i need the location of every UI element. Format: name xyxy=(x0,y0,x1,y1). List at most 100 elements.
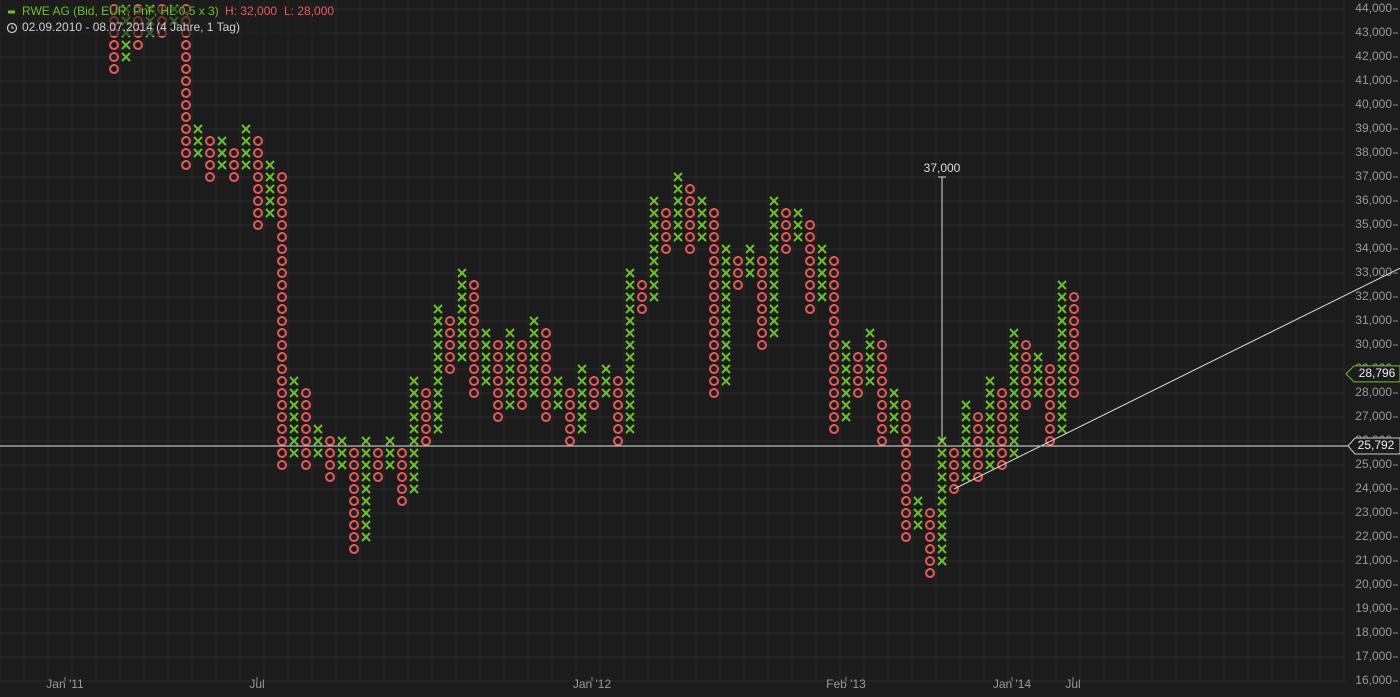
x-box xyxy=(721,244,731,254)
x-box xyxy=(721,316,731,326)
x-box xyxy=(769,328,779,338)
o-box xyxy=(757,304,767,314)
y-tick-label: 40,000 xyxy=(1355,97,1392,111)
o-box xyxy=(277,184,287,194)
x-box xyxy=(721,340,731,350)
o-box xyxy=(493,388,503,398)
o-box xyxy=(805,292,815,302)
x-box xyxy=(625,316,635,326)
x-box xyxy=(241,136,251,146)
o-box xyxy=(229,148,239,158)
o-box xyxy=(829,400,839,410)
pnf-column xyxy=(565,388,575,446)
o-box xyxy=(949,472,959,482)
o-box xyxy=(277,328,287,338)
o-box xyxy=(901,412,911,422)
o-box xyxy=(277,292,287,302)
x-box xyxy=(697,220,707,230)
x-tick-label: Jul xyxy=(1065,677,1080,691)
x-tick-label: Jan '11 xyxy=(46,677,84,691)
x-box xyxy=(865,340,875,350)
x-box xyxy=(1009,412,1019,422)
x-box xyxy=(457,280,467,290)
o-box xyxy=(997,388,1007,398)
o-box xyxy=(181,148,191,158)
x-box xyxy=(673,220,683,230)
x-box xyxy=(457,292,467,302)
o-box xyxy=(661,220,671,230)
o-box xyxy=(901,472,911,482)
x-box xyxy=(721,364,731,374)
o-box xyxy=(709,340,719,350)
o-box xyxy=(925,544,935,554)
o-box xyxy=(949,448,959,458)
o-box xyxy=(829,340,839,350)
pnf-column xyxy=(1009,328,1019,458)
o-box xyxy=(469,376,479,386)
o-box xyxy=(109,40,119,50)
x-box xyxy=(985,436,995,446)
x-box xyxy=(457,328,467,338)
o-box xyxy=(877,424,887,434)
x-box xyxy=(1057,376,1067,386)
x-box xyxy=(913,520,923,530)
trendline xyxy=(953,267,1400,490)
x-box xyxy=(769,316,779,326)
x-box xyxy=(841,412,851,422)
o-box xyxy=(517,400,527,410)
x-box xyxy=(721,352,731,362)
o-box xyxy=(493,340,503,350)
o-box xyxy=(565,436,575,446)
o-box xyxy=(877,340,887,350)
x-box xyxy=(985,388,995,398)
o-box xyxy=(685,208,695,218)
x-box xyxy=(625,292,635,302)
o-box xyxy=(709,208,719,218)
x-box xyxy=(409,400,419,410)
o-box xyxy=(709,316,719,326)
x-box xyxy=(385,448,395,458)
o-box xyxy=(901,400,911,410)
x-box xyxy=(433,328,443,338)
o-box xyxy=(325,436,335,446)
x-box xyxy=(1009,340,1019,350)
o-box xyxy=(613,436,623,446)
o-box xyxy=(685,244,695,254)
o-box xyxy=(973,472,983,482)
o-box xyxy=(517,364,527,374)
o-box xyxy=(997,400,1007,410)
o-box xyxy=(1021,340,1031,350)
x-box xyxy=(505,340,515,350)
o-box xyxy=(109,52,119,62)
x-box xyxy=(649,292,659,302)
o-box xyxy=(709,256,719,266)
x-box xyxy=(865,364,875,374)
pnf-column xyxy=(445,316,455,374)
o-box xyxy=(493,352,503,362)
o-box xyxy=(853,388,863,398)
x-box xyxy=(961,400,971,410)
x-box xyxy=(289,436,299,446)
x-box xyxy=(1009,352,1019,362)
x-box xyxy=(769,268,779,278)
grid xyxy=(0,8,1345,682)
o-box xyxy=(277,172,287,182)
x-box xyxy=(505,328,515,338)
o-box xyxy=(421,424,431,434)
x-box xyxy=(937,448,947,458)
x-box xyxy=(1057,340,1067,350)
x-box xyxy=(481,340,491,350)
x-box xyxy=(433,304,443,314)
pnf-column xyxy=(889,388,899,434)
o-box xyxy=(901,484,911,494)
o-box xyxy=(277,208,287,218)
o-box xyxy=(277,364,287,374)
x-box xyxy=(1057,280,1067,290)
reference-tag xyxy=(1347,437,1400,455)
pnf-column xyxy=(901,400,911,542)
x-box xyxy=(289,400,299,410)
x-box xyxy=(817,244,827,254)
pnf-column xyxy=(481,328,491,386)
o-box xyxy=(877,436,887,446)
x-box xyxy=(1009,388,1019,398)
